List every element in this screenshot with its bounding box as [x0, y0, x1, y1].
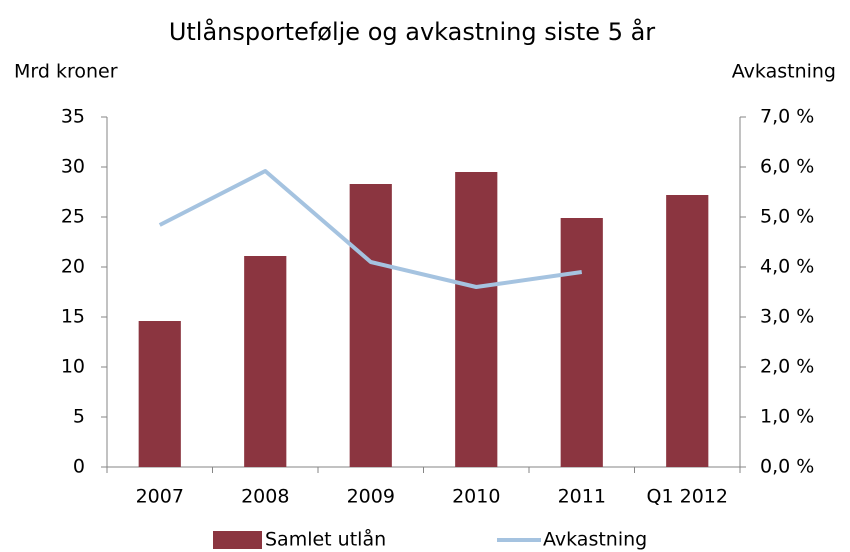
bar: [349, 184, 392, 467]
y2-tick-label: 0,0 %: [760, 456, 814, 478]
x-tick-label: 2010: [452, 486, 500, 508]
bar: [666, 195, 709, 467]
y-tick-label: 25: [61, 206, 85, 228]
y-tick-label: 35: [61, 106, 85, 128]
y-tick-label: 10: [61, 356, 85, 378]
legend-label: Avkastning: [543, 529, 647, 551]
y-tick-label: 0: [73, 456, 85, 478]
chart-title: Utlånsportefølje og avkastning siste 5 å…: [169, 17, 655, 46]
x-tick-label: 2007: [136, 486, 184, 508]
y2-tick-label: 4,0 %: [760, 256, 814, 278]
bar: [138, 321, 181, 467]
x-tick-label: 2008: [241, 486, 289, 508]
y-tick-label: 15: [61, 306, 85, 328]
x-tick-label: 2011: [558, 486, 606, 508]
bar: [244, 256, 287, 467]
y2-tick-label: 5,0 %: [760, 206, 814, 228]
y2-tick-label: 7,0 %: [760, 106, 814, 128]
y2-axis-label: Avkastning: [732, 61, 836, 83]
bar: [560, 218, 603, 467]
y2-tick-label: 6,0 %: [760, 156, 814, 178]
bar: [455, 172, 498, 467]
x-tick-label: 2009: [347, 486, 395, 508]
y2-tick-label: 2,0 %: [760, 356, 814, 378]
y-tick-label: 30: [61, 156, 85, 178]
y2-tick-label: 1,0 %: [760, 406, 814, 428]
x-tick-label: Q1 2012: [647, 486, 728, 508]
y-tick-label: 20: [61, 256, 85, 278]
y-tick-label: 5: [73, 406, 85, 428]
y2-tick-label: 3,0 %: [760, 306, 814, 328]
legend-swatch: [213, 531, 262, 549]
y-axis-label: Mrd kroner: [14, 61, 118, 83]
line: [158, 169, 583, 289]
legend-label: Samlet utlån: [265, 528, 386, 551]
